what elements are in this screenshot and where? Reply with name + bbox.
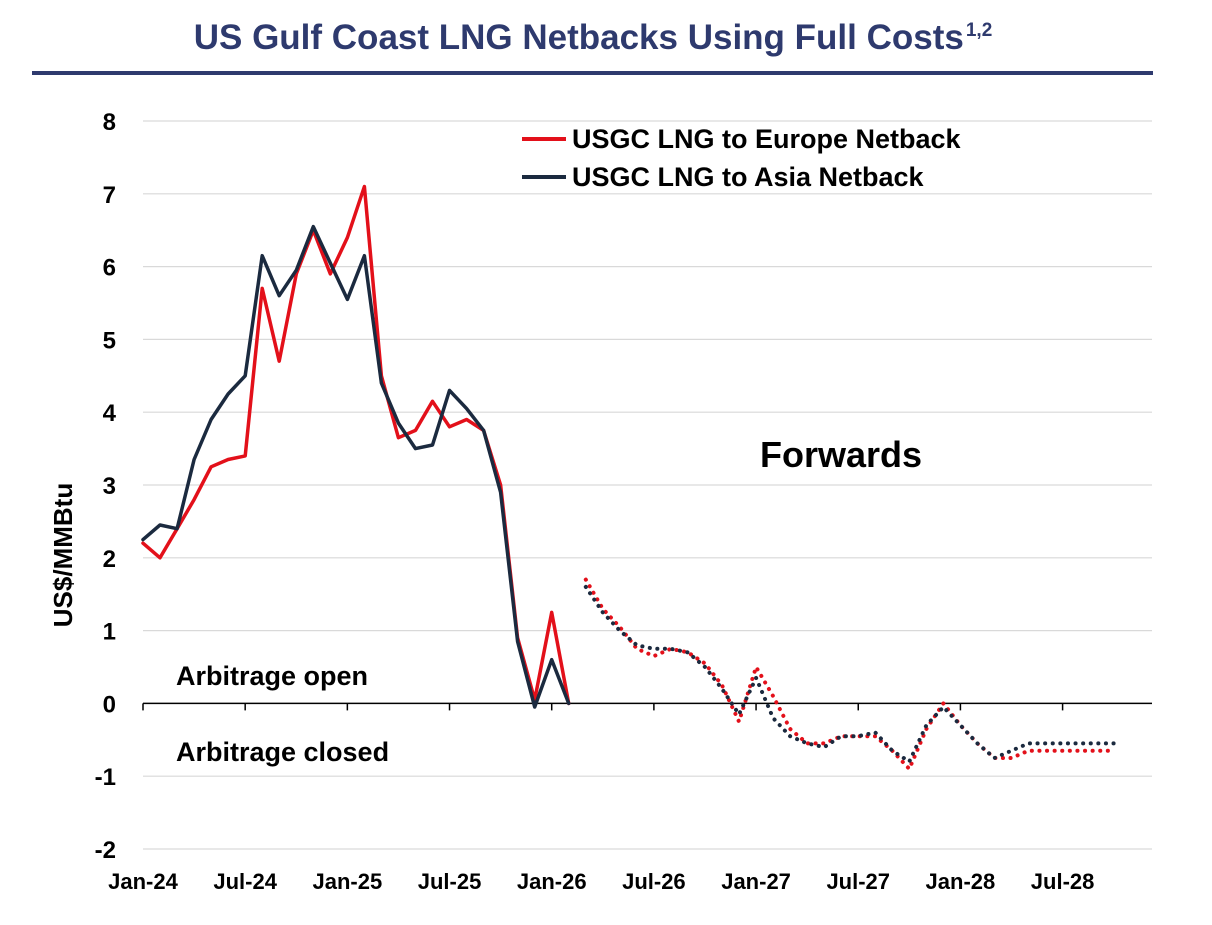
series-lines (141, 184, 1116, 771)
y-tick-label: 5 (103, 327, 116, 354)
x-tick-label: Jul-25 (418, 869, 482, 894)
arbitrage-open-label: Arbitrage open (176, 661, 368, 691)
y-tick-label: 4 (103, 400, 117, 427)
y-axis-ticks: 8 7 6 5 4 3 2 1 0 -1 -2 (95, 109, 117, 864)
y-tick-label: 7 (103, 182, 116, 209)
x-tick-label: Jan-26 (517, 869, 587, 894)
title-footnote-marker: 1,2 (965, 20, 993, 41)
x-tick-label: Jul-28 (1031, 869, 1095, 894)
y-tick-label: 3 (103, 473, 116, 500)
series-line-europe-actual (141, 184, 571, 706)
y-tick-label: 8 (103, 109, 116, 136)
x-tick-label: Jan-25 (312, 869, 382, 894)
chart-title-text: US Gulf Coast LNG Netbacks Using Full Co… (193, 18, 964, 57)
y-tick-label: 1 (103, 619, 116, 646)
y-tick-label: -2 (95, 837, 116, 864)
series-line-europe-forward (583, 577, 1116, 771)
y-tick-label: 0 (103, 691, 116, 718)
series-line-asia-actual (141, 224, 571, 709)
title-underline (32, 71, 1153, 75)
x-tick-label: Jan-24 (108, 869, 178, 894)
y-tick-label: 6 (103, 255, 116, 282)
y-tick-label: -1 (95, 764, 116, 791)
forwards-label: Forwards (760, 434, 922, 475)
legend-label-europe: USGC LNG to Europe Netback (572, 124, 962, 154)
y-tick-label: 2 (103, 546, 116, 573)
legend-label-asia: USGC LNG to Asia Netback (572, 162, 925, 192)
x-tick-label: Jul-26 (622, 869, 686, 894)
legend: USGC LNG to Europe Netback USGC LNG to A… (522, 124, 962, 192)
chart-title: US Gulf Coast LNG Netbacks Using Full Co… (0, 18, 1186, 58)
x-axis: Jan-24 Jul-24 Jan-25 Jul-25 Jan-26 Jul-26 Jan-… (108, 702, 1152, 894)
x-tick-label: Jan-27 (721, 869, 791, 894)
gridlines (143, 120, 1152, 850)
arbitrage-closed-label: Arbitrage closed (176, 737, 389, 767)
x-tick-label: Jul-24 (213, 869, 277, 894)
series-line-asia-forward (583, 584, 1116, 764)
x-tick-label: Jan-28 (926, 869, 996, 894)
x-tick-label: Jul-27 (826, 869, 890, 894)
y-axis-label: US$/MMBtu (48, 483, 78, 627)
